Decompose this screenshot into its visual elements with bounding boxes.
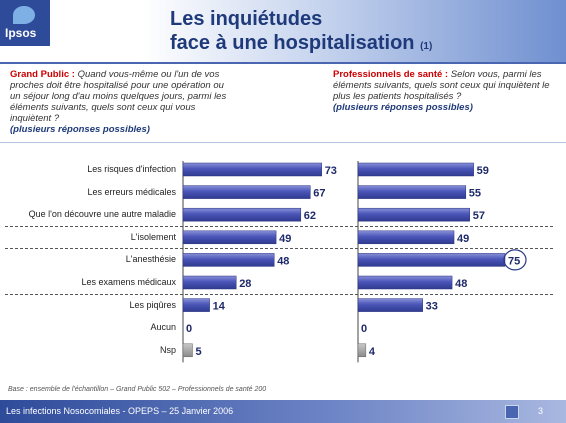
category-label: Nsp xyxy=(159,344,176,355)
bar xyxy=(182,253,275,267)
highlight-circle xyxy=(503,249,527,271)
category-label: Les examens médicaux xyxy=(81,277,176,287)
footer-logo-icon xyxy=(505,405,519,419)
logo-mark-icon xyxy=(13,6,35,24)
bar xyxy=(182,230,277,245)
bar xyxy=(357,185,467,199)
bar xyxy=(182,207,302,222)
bar xyxy=(357,343,367,358)
left-question: Grand Public : Quand vous-même ou l'un d… xyxy=(10,69,230,135)
left-question-text: Quand vous-même ou l'un de vos proches d… xyxy=(10,69,227,124)
category-label: Les erreurs médicales xyxy=(87,186,176,197)
page-title-text: face à une hospitalisation xyxy=(170,32,415,54)
bar xyxy=(182,275,237,290)
category-label: Aucun xyxy=(150,322,176,333)
bar-value-label: 73 xyxy=(325,165,337,177)
footer-note: Base : ensemble de l'échantillon – Grand… xyxy=(8,386,267,393)
bar-value-label: 75 xyxy=(508,255,520,267)
page-title-line-1: Les inquiétudes xyxy=(170,8,323,30)
bar xyxy=(182,185,311,199)
footer-bar xyxy=(0,400,566,423)
footer-text: Les infections Nosocomiales - OPEPS – 25… xyxy=(6,406,234,416)
bar-value-label: 48 xyxy=(277,255,289,267)
bar xyxy=(357,162,474,177)
bar-value-label: 67 xyxy=(313,188,325,200)
row-divider xyxy=(5,293,553,295)
bar xyxy=(357,298,423,312)
bar-value-label: 48 xyxy=(455,278,467,290)
bar-value-label: 49 xyxy=(457,233,469,245)
header-band xyxy=(0,0,566,62)
logo-text: Ipsos xyxy=(5,26,37,40)
category-label: Que l'on découvre une autre maladie xyxy=(28,209,176,220)
row-divider xyxy=(5,248,553,250)
left-question-label: Grand Public : xyxy=(10,69,75,80)
bar-value-label: 0 xyxy=(186,323,192,335)
bar-value-label: 57 xyxy=(473,210,485,222)
right-question-text: Selon vous, parmi les éléments suivants,… xyxy=(333,69,550,102)
question-separator xyxy=(0,142,566,143)
bar-value-label: 4 xyxy=(369,346,376,358)
category-label: L'isolement xyxy=(130,231,176,242)
bar-value-label: 28 xyxy=(239,278,251,290)
bar-value-label: 55 xyxy=(469,188,481,200)
category-label: Les piqûres xyxy=(129,299,176,310)
left-question-multi: (plusieurs réponses possibles) xyxy=(10,124,150,135)
bar-value-label: 49 xyxy=(279,233,291,245)
bar xyxy=(182,343,193,358)
bar-value-label: 5 xyxy=(196,346,202,358)
bar xyxy=(357,253,506,267)
page-title-line-2: face à une hospitalisation (1) xyxy=(170,32,432,55)
right-question-label: Professionnels de santé : xyxy=(333,69,449,80)
right-question: Professionnels de santé : Selon vous, pa… xyxy=(333,69,553,113)
bar xyxy=(182,298,210,312)
bar-value-label: 33 xyxy=(426,301,438,313)
ipsos-logo: Ipsos xyxy=(0,0,50,46)
bar-value-label: 59 xyxy=(477,165,489,177)
bar-value-label: 14 xyxy=(213,301,226,313)
header-rule xyxy=(0,62,566,64)
bar xyxy=(357,230,455,245)
bar xyxy=(357,275,453,290)
right-question-multi: (plusieurs réponses possibles) xyxy=(333,102,473,113)
page-number: 3 xyxy=(538,406,544,416)
bar xyxy=(182,162,322,177)
bar-value-label: 0 xyxy=(361,323,367,335)
bar xyxy=(357,207,470,222)
bar-value-label: 62 xyxy=(304,210,316,222)
category-label: L'anesthésie xyxy=(125,254,176,265)
category-label: Les risques d'infection xyxy=(87,164,176,174)
page-title-note: (1) xyxy=(420,41,433,52)
row-divider xyxy=(5,225,553,227)
